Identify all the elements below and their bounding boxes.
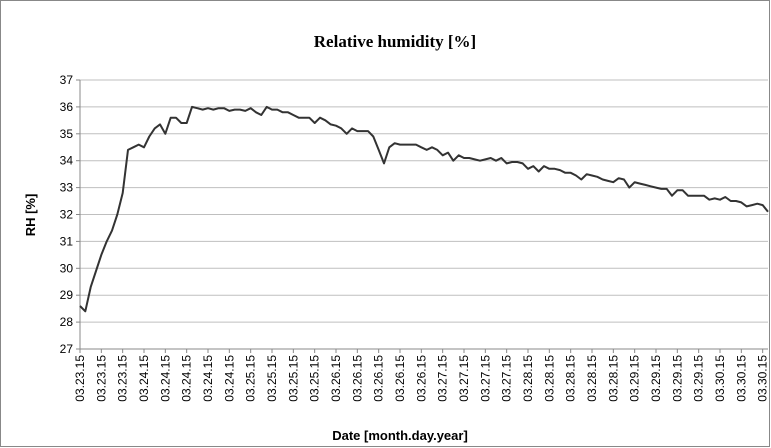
data-line (79, 105, 769, 313)
y-tick-label: 33 (60, 181, 74, 195)
x-tick-label: 03.24.15 (180, 355, 194, 402)
y-tick-label: 35 (60, 127, 74, 141)
x-tick-label: 03.24.15 (158, 355, 172, 402)
y-tick-label: 37 (60, 73, 74, 87)
x-tick-label: 03.25.15 (286, 355, 300, 402)
y-tick-label: 32 (60, 208, 74, 222)
x-tick-label: 03.28.15 (606, 355, 620, 402)
chart-title: Relative humidity [%] (314, 32, 476, 51)
x-tick-label: 03.27.15 (436, 355, 450, 402)
x-tick-label: 03.26.15 (393, 355, 407, 402)
x-tick-label: 03.28.15 (542, 355, 556, 402)
y-tick-label: 36 (60, 100, 74, 114)
x-tick-label: 03.24.15 (201, 355, 215, 402)
x-tick-label: 03.29.15 (628, 355, 642, 402)
y-tick-label: 30 (60, 261, 74, 275)
x-tick-label: 03.26.15 (414, 355, 428, 402)
x-tick-label: 03.26.15 (329, 355, 343, 402)
x-tick-label: 03.23.15 (94, 355, 108, 402)
x-tick-label: 03.27.15 (457, 355, 471, 402)
x-tick-label: 03.30.15 (756, 355, 770, 402)
x-tick-label: 03.26.15 (372, 355, 386, 402)
x-tick-label: 03.27.15 (500, 355, 514, 402)
x-tick-label: 03.25.15 (244, 355, 258, 402)
y-tick-label: 31 (60, 234, 74, 248)
y-tick-label: 27 (60, 342, 74, 356)
x-tick-label: 03.24.15 (137, 355, 151, 402)
y-tick-label: 34 (60, 154, 74, 168)
x-tick-label: 03.24.15 (222, 355, 236, 402)
x-tick-label: 03.26.15 (350, 355, 364, 402)
x-tick-label: 03.27.15 (478, 355, 492, 402)
x-tick-label: 03.28.15 (521, 355, 535, 402)
y-axis-label: RH [%] (23, 194, 38, 237)
x-tick-label: 03.28.15 (585, 355, 599, 402)
x-tick-label: 03.23.15 (73, 355, 87, 402)
x-tick-label: 03.30.15 (734, 355, 748, 402)
x-tick-label: 03.25.15 (308, 355, 322, 402)
x-tick-label: 03.29.15 (692, 355, 706, 402)
x-tick-label: 03.25.15 (265, 355, 279, 402)
x-axis-label: Date [month.day.year] (332, 428, 468, 443)
x-tick-label: 03.23.15 (116, 355, 130, 402)
y-tick-label: 28 (60, 315, 74, 329)
x-tick-label: 03.30.15 (713, 355, 727, 402)
x-tick-label: 03.29.15 (670, 355, 684, 402)
x-tick-label: 03.28.15 (564, 355, 578, 402)
x-tick-label: 03.29.15 (649, 355, 663, 402)
y-tick-label: 29 (60, 288, 74, 302)
